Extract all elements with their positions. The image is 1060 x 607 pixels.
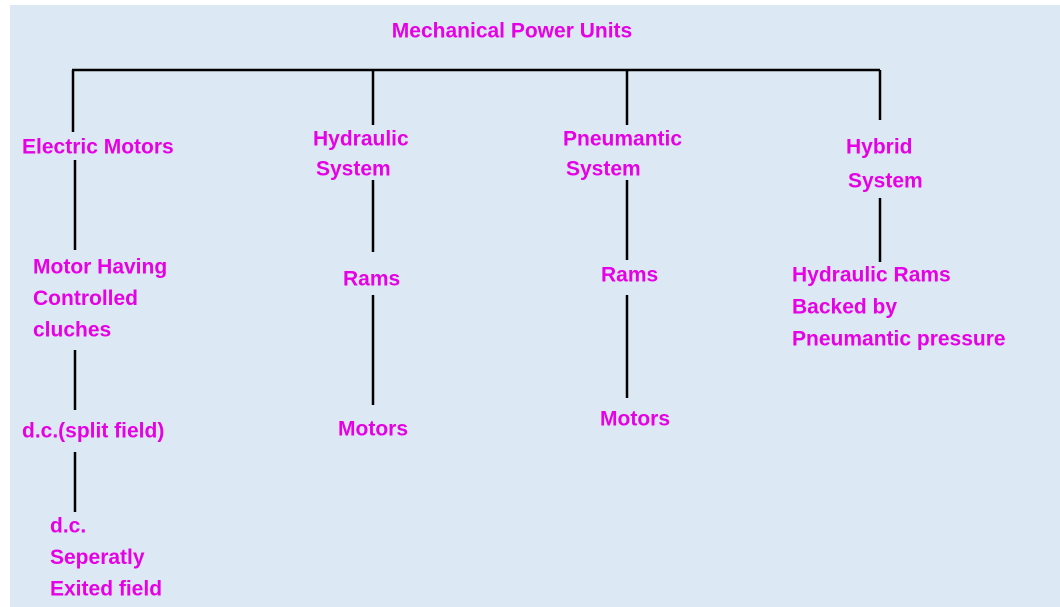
node-label: Backed by — [792, 296, 897, 319]
node-label: d.c.(split field) — [22, 420, 164, 443]
node-label: System — [566, 158, 641, 181]
connectors — [71, 68, 882, 512]
node-label: Hydraulic Rams — [792, 264, 951, 287]
node-label: d.c. — [50, 515, 86, 538]
node-label: Motor Having — [33, 256, 167, 279]
node-label: System — [848, 170, 923, 193]
node-label: Rams — [343, 268, 400, 291]
node-label: Motors — [600, 408, 670, 431]
node-label: System — [316, 158, 391, 181]
node-label: Seperatly — [50, 546, 145, 569]
node-label: Electric Motors — [22, 136, 174, 159]
diagram-title: Mechanical Power Units — [392, 20, 632, 43]
node-label: Pneumantic pressure — [792, 328, 1006, 351]
node-label: Motors — [338, 418, 408, 441]
node-label: Exited field — [50, 578, 162, 601]
node-label: cluches — [33, 319, 111, 342]
node-label: Hydraulic — [313, 128, 409, 151]
node-label: Rams — [601, 264, 658, 287]
background — [10, 5, 1060, 607]
node-label: Pneumantic — [563, 128, 682, 151]
node-label: Hybrid — [846, 136, 913, 159]
node-label: Controlled — [33, 287, 138, 310]
